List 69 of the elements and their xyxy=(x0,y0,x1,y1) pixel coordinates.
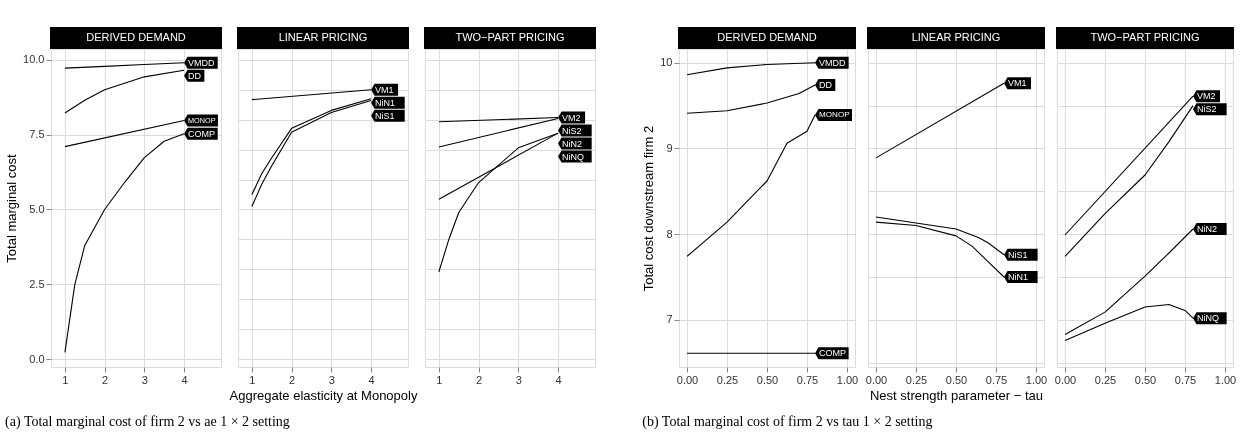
series-label: MONOP xyxy=(819,110,850,119)
x-tick-label: 4 xyxy=(555,373,562,386)
x-tick-label: 0.25 xyxy=(1094,373,1117,386)
chart-title: LINEAR PRICING xyxy=(911,31,1001,43)
y-axis-title: Total cost downstream firm 2 xyxy=(641,125,657,292)
x-tick-label: 4 xyxy=(368,373,375,386)
x-tick-label: 2 xyxy=(476,373,483,386)
x-tick-label: 1.00 xyxy=(1025,373,1048,386)
x-tick-label: 3 xyxy=(141,373,148,386)
x-axis-title: Aggregate elasticity at Monopoly xyxy=(229,387,418,403)
x-tick-label: 0.25 xyxy=(905,373,928,386)
series-label: DD xyxy=(819,80,833,90)
x-tick-label: 0.75 xyxy=(985,373,1008,386)
series-label: COMP xyxy=(819,348,846,359)
y-tick-label: 8 xyxy=(666,227,673,240)
chart-title: DERIVED DEMAND xyxy=(717,31,817,43)
y-tick-label: 5.0 xyxy=(29,203,45,215)
text: (b) Total marginal cost of firm 2 vs tau 1 × 2 setting xyxy=(642,413,933,430)
x-tick-label: 0.75 xyxy=(796,373,819,386)
series-label: NiN2 xyxy=(1197,224,1218,234)
x-tick-label: 1.00 xyxy=(1214,373,1237,386)
x-tick-label: 0.75 xyxy=(1174,373,1197,386)
x-tick-label: 3 xyxy=(515,373,522,386)
x-tick-label: 0.00 xyxy=(865,373,888,386)
y-tick-label: 10.0 xyxy=(23,53,45,66)
y-tick-label: 10 xyxy=(660,56,673,69)
x-tick-label: 1.00 xyxy=(836,373,859,386)
series-label: NiN1 xyxy=(1008,272,1029,282)
series-label: VM2 xyxy=(562,112,581,123)
series-label: NiNQ xyxy=(1197,313,1219,324)
x-tick-label: 1 xyxy=(62,373,69,386)
y-tick-label: 2.5 xyxy=(29,277,45,290)
legend-label: NiS2 xyxy=(562,125,582,136)
series-label: NiS1 xyxy=(1008,249,1028,260)
x-tick-label: 3 xyxy=(328,373,335,386)
y-tick-label: 7.5 xyxy=(29,128,45,141)
legend-label: DD xyxy=(188,70,202,81)
y-axis-title: Total marginal cost xyxy=(4,153,20,263)
series-label: VM1 xyxy=(1008,78,1027,89)
series-label: VM1 xyxy=(375,84,394,95)
series-label: VMDD xyxy=(188,57,216,68)
legend-label: NiN1 xyxy=(375,97,396,108)
legend-label: NiS2 xyxy=(1197,104,1217,115)
chart-title: DERIVED DEMAND xyxy=(86,31,186,43)
x-tick-label: 1 xyxy=(436,373,443,386)
y-tick-label: 0.0 xyxy=(29,352,45,365)
x-tick-label: 0.25 xyxy=(716,373,739,386)
x-tick-label: 0.50 xyxy=(1134,373,1157,386)
chart-title: LINEAR PRICING xyxy=(278,31,368,43)
legend-label: COMP xyxy=(188,128,216,139)
x-tick-label: 2 xyxy=(102,373,109,386)
chart-title: TWO−PART PRICING xyxy=(455,31,565,43)
x-axis-title: Nest strength parameter − tau xyxy=(869,387,1044,403)
chart-title: TWO−PART PRICING xyxy=(1090,31,1200,43)
x-tick-label: 4 xyxy=(181,373,188,386)
x-tick-label: 0.00 xyxy=(676,373,699,386)
x-tick-label: 1 xyxy=(249,373,256,386)
legend-label: NiS1 xyxy=(375,110,395,121)
x-tick-label: 0.50 xyxy=(945,373,968,386)
y-tick-label: 9 xyxy=(666,141,673,154)
series-label: VMDD xyxy=(819,57,846,68)
legend-label: NiNQ xyxy=(562,151,585,162)
text: (a) Total marginal cost of firm 2 vs ae 1 × 2 setting xyxy=(5,413,290,430)
x-tick-label: 0.00 xyxy=(1054,373,1077,386)
y-tick-label: 7 xyxy=(666,313,673,326)
x-tick-label: 2 xyxy=(289,373,296,386)
series-label: VM2 xyxy=(1197,91,1216,102)
legend-label: NiN2 xyxy=(562,138,583,149)
x-tick-label: 0.50 xyxy=(756,373,779,386)
